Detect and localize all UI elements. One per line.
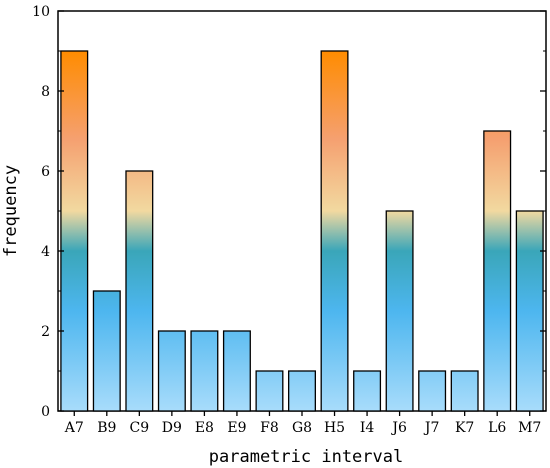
y-tick-label: 6 (41, 164, 50, 180)
y-tick-label: 8 (41, 84, 50, 100)
x-tick-label-b9: B9 (97, 420, 116, 436)
y-tick-label: 4 (41, 244, 50, 260)
x-tick-label-h5: H5 (324, 420, 345, 436)
y-tick-label: 2 (41, 324, 50, 340)
bar-h5 (320, 50, 349, 412)
x-axis-ticks: A7 B9 C9 D9 E8 E9 F8 G8 H5 I4 J6 J7 K7 L6 M7 (64, 411, 541, 436)
x-tick-label-j7: J7 (423, 420, 440, 436)
x-tick-label-g8: G8 (292, 420, 312, 436)
y-tick-label: 10 (32, 4, 50, 20)
bar-c9 (125, 170, 154, 412)
x-tick-label-j6: J6 (390, 420, 407, 436)
bar-f8 (255, 370, 284, 412)
bar-i4 (353, 370, 382, 412)
bar-g8 (288, 370, 316, 412)
bar-b9 (92, 290, 121, 412)
x-tick-label-f8: F8 (260, 420, 279, 436)
bar-j7 (418, 370, 447, 412)
x-tick-label-l6: L6 (488, 420, 506, 436)
bar-a7 (60, 50, 89, 412)
y-axis-title: frequency (1, 165, 21, 257)
bar-e9 (222, 330, 251, 412)
x-tick-label-d9: D9 (162, 420, 182, 436)
x-tick-label-m7: M7 (518, 420, 541, 436)
x-tick-label-a7: A7 (64, 420, 84, 436)
x-tick-label-c9: C9 (130, 420, 150, 436)
bar-k7 (450, 370, 479, 412)
y-tick-label: 0 (41, 404, 50, 420)
bar-d9 (157, 330, 186, 412)
x-tick-label-k7: K7 (455, 420, 474, 436)
x-axis-title: parametric interval (209, 447, 403, 467)
y-axis-ticks: 0 2 4 6 8 10 (32, 4, 546, 420)
bar-l6 (483, 130, 512, 412)
x-tick-label-e8: E8 (195, 420, 214, 436)
bar-e8 (190, 330, 219, 412)
bar-m7 (515, 210, 544, 412)
bars (60, 50, 544, 412)
x-tick-label-e9: E9 (227, 420, 246, 436)
x-tick-label-i4: I4 (360, 420, 375, 436)
bar-j6 (385, 210, 414, 412)
